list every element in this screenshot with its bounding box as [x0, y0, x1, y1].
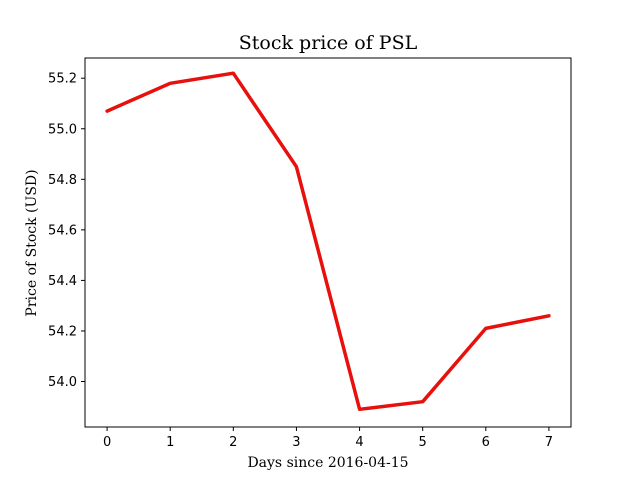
plot-area: 0 1 2 3 4 5 6 7 54.0 54.2 54.4 54.6 54.8 55.0 55.2	[48, 57, 572, 450]
chart-title: Stock price of PSL	[239, 32, 418, 54]
x-tick-label: 4	[355, 435, 363, 450]
x-tick-label: 2	[229, 435, 237, 450]
plot-frame	[84, 57, 572, 428]
x-tick-label: 3	[292, 435, 300, 450]
x-tick-label: 6	[482, 435, 490, 450]
x-tick-label: 5	[419, 435, 427, 450]
y-tick-label: 55.0	[48, 122, 77, 137]
price-line	[105, 71, 551, 412]
y-tick-label: 54.4	[48, 274, 77, 289]
y-tick-label: 54.2	[48, 324, 77, 339]
x-tick-label: 1	[166, 435, 174, 450]
x-axis-label: Days since 2016-04-15	[247, 455, 408, 471]
x-tick-label: 7	[545, 435, 553, 450]
x-tick-label: 0	[103, 435, 111, 450]
y-tick-label: 54.6	[48, 223, 77, 238]
y-tick-label: 55.2	[48, 72, 77, 87]
y-axis-label: Price of Stock (USD)	[24, 169, 40, 316]
y-tick-label: 54.8	[48, 173, 77, 188]
y-tick-label: 54.0	[48, 375, 77, 390]
